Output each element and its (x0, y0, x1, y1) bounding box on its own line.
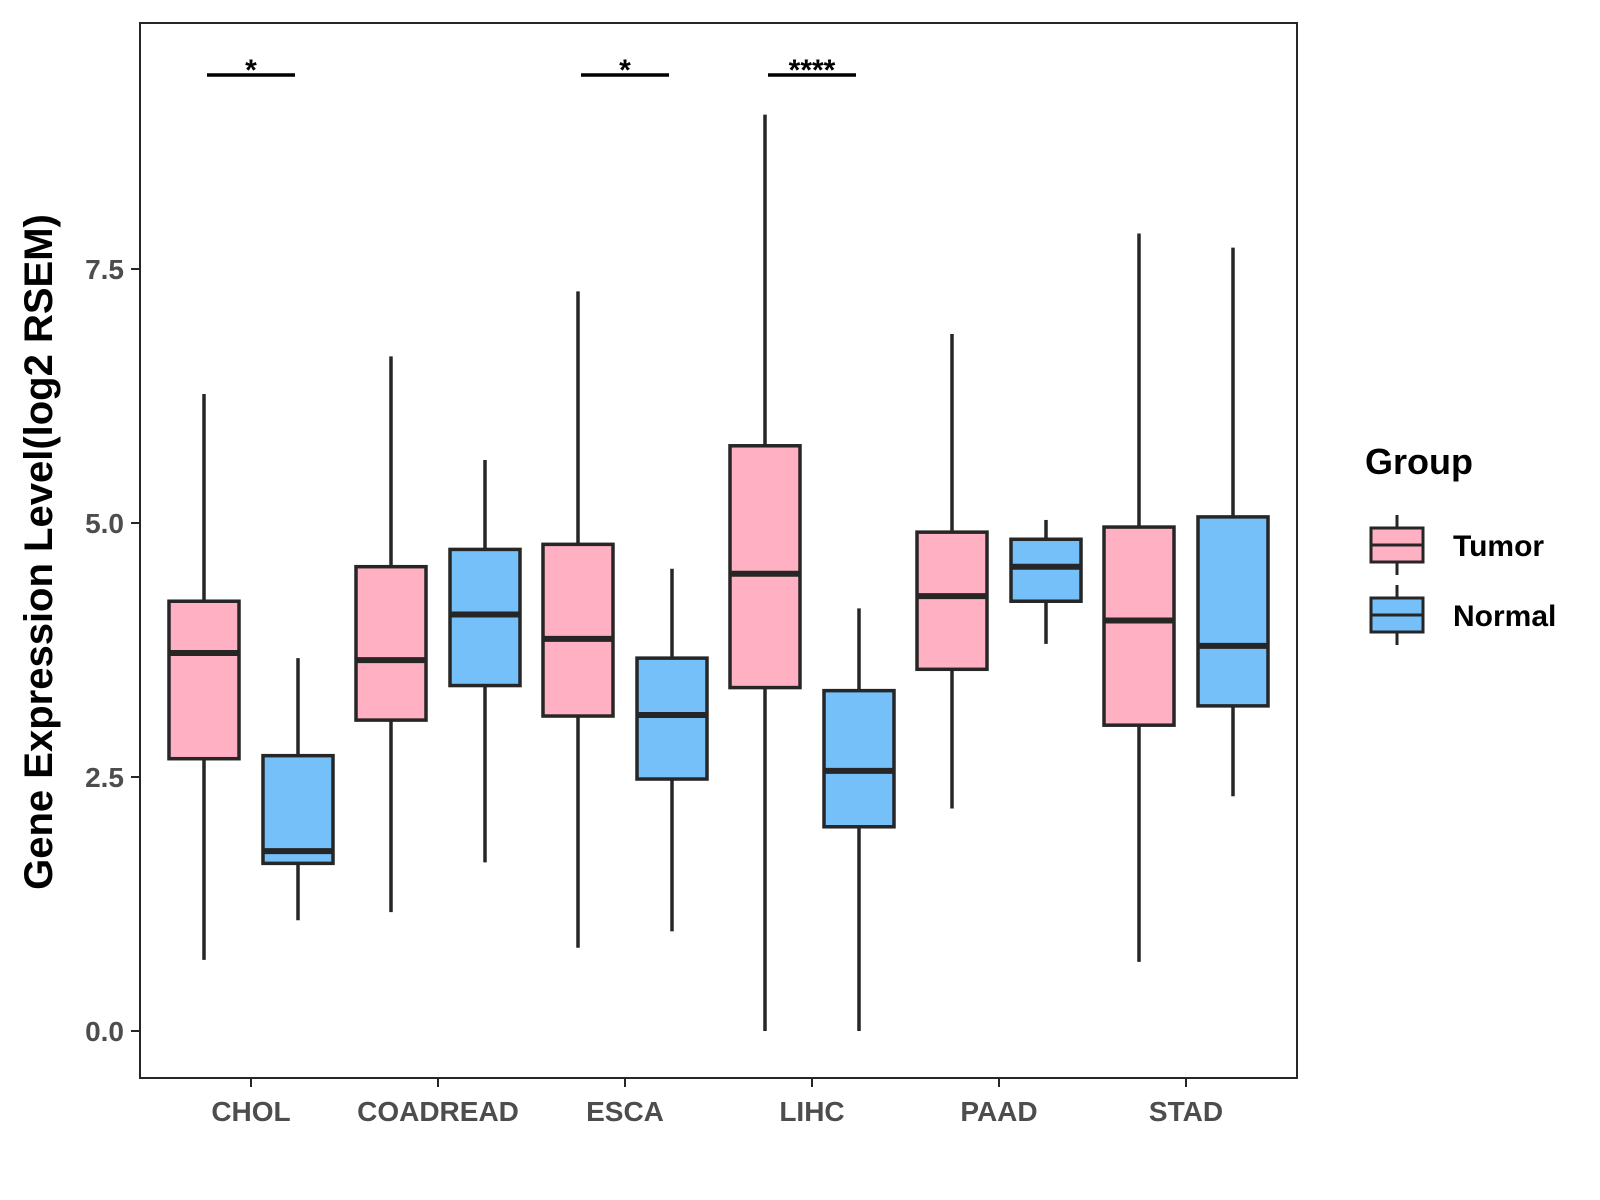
legend-label: Normal (1453, 600, 1556, 633)
box-body (915, 530, 989, 672)
y-tick-label: 5.0 (85, 508, 124, 539)
y-tick-label: 2.5 (85, 762, 124, 793)
box-tumor-paad (915, 334, 989, 809)
box-body (635, 656, 709, 781)
significance-lihc: **** (768, 54, 856, 87)
x-tick-label: ESCA (586, 1096, 664, 1127)
box-tumor-esca (541, 291, 615, 948)
box-normal-lihc (822, 608, 896, 1031)
box-normal-chol (261, 658, 335, 921)
box-body (1102, 525, 1176, 727)
box-body (354, 564, 428, 722)
box-tumor-chol (167, 393, 241, 960)
box-tumor-coadread (354, 356, 428, 913)
significance-label: * (619, 54, 631, 87)
box-body (261, 753, 335, 866)
box-body (1196, 515, 1270, 708)
box-body (448, 547, 522, 688)
significance-chol: * (207, 54, 295, 87)
y-axis-title: Gene Expression Level(log2 RSEM) (17, 214, 61, 890)
significance-annotations: * * **** (207, 54, 856, 87)
box-normal-paad (1009, 519, 1083, 644)
x-tick-label: LIHC (779, 1096, 844, 1127)
plot-area (167, 114, 1270, 1031)
legend-item-tumor: Tumor (1369, 515, 1544, 575)
box-tumor-lihc (728, 114, 802, 1031)
box-body (728, 444, 802, 690)
y-tick-label: 0.0 (85, 1016, 124, 1047)
x-tick-label: PAAD (960, 1096, 1037, 1127)
x-tick-label: CHOL (211, 1096, 290, 1127)
box-normal-stad (1196, 247, 1270, 797)
y-tick-label: 7.5 (85, 254, 124, 285)
significance-label: **** (789, 54, 836, 87)
legend: Group Tumor Normal (1365, 441, 1556, 645)
box-body (167, 599, 241, 761)
legend-title: Group (1365, 441, 1473, 482)
box-body (822, 688, 896, 829)
legend-label: Tumor (1453, 530, 1544, 563)
box-normal-esca (635, 568, 709, 932)
axes: 0.0 2.5 5.0 7.5 CHOL COADREAD ESCA LIHC PAAD STAD (85, 22, 1298, 1127)
significance-label: * (245, 54, 257, 87)
significance-esca: * (581, 54, 669, 87)
x-tick-label: COADREAD (357, 1096, 519, 1127)
box-normal-coadread (448, 460, 522, 863)
legend-item-normal: Normal (1369, 585, 1556, 645)
plot-panel-border (139, 22, 1298, 1079)
x-tick-label: STAD (1149, 1096, 1223, 1127)
box-body (1009, 537, 1083, 603)
box-tumor-stad (1102, 233, 1176, 962)
box-body (541, 542, 615, 718)
